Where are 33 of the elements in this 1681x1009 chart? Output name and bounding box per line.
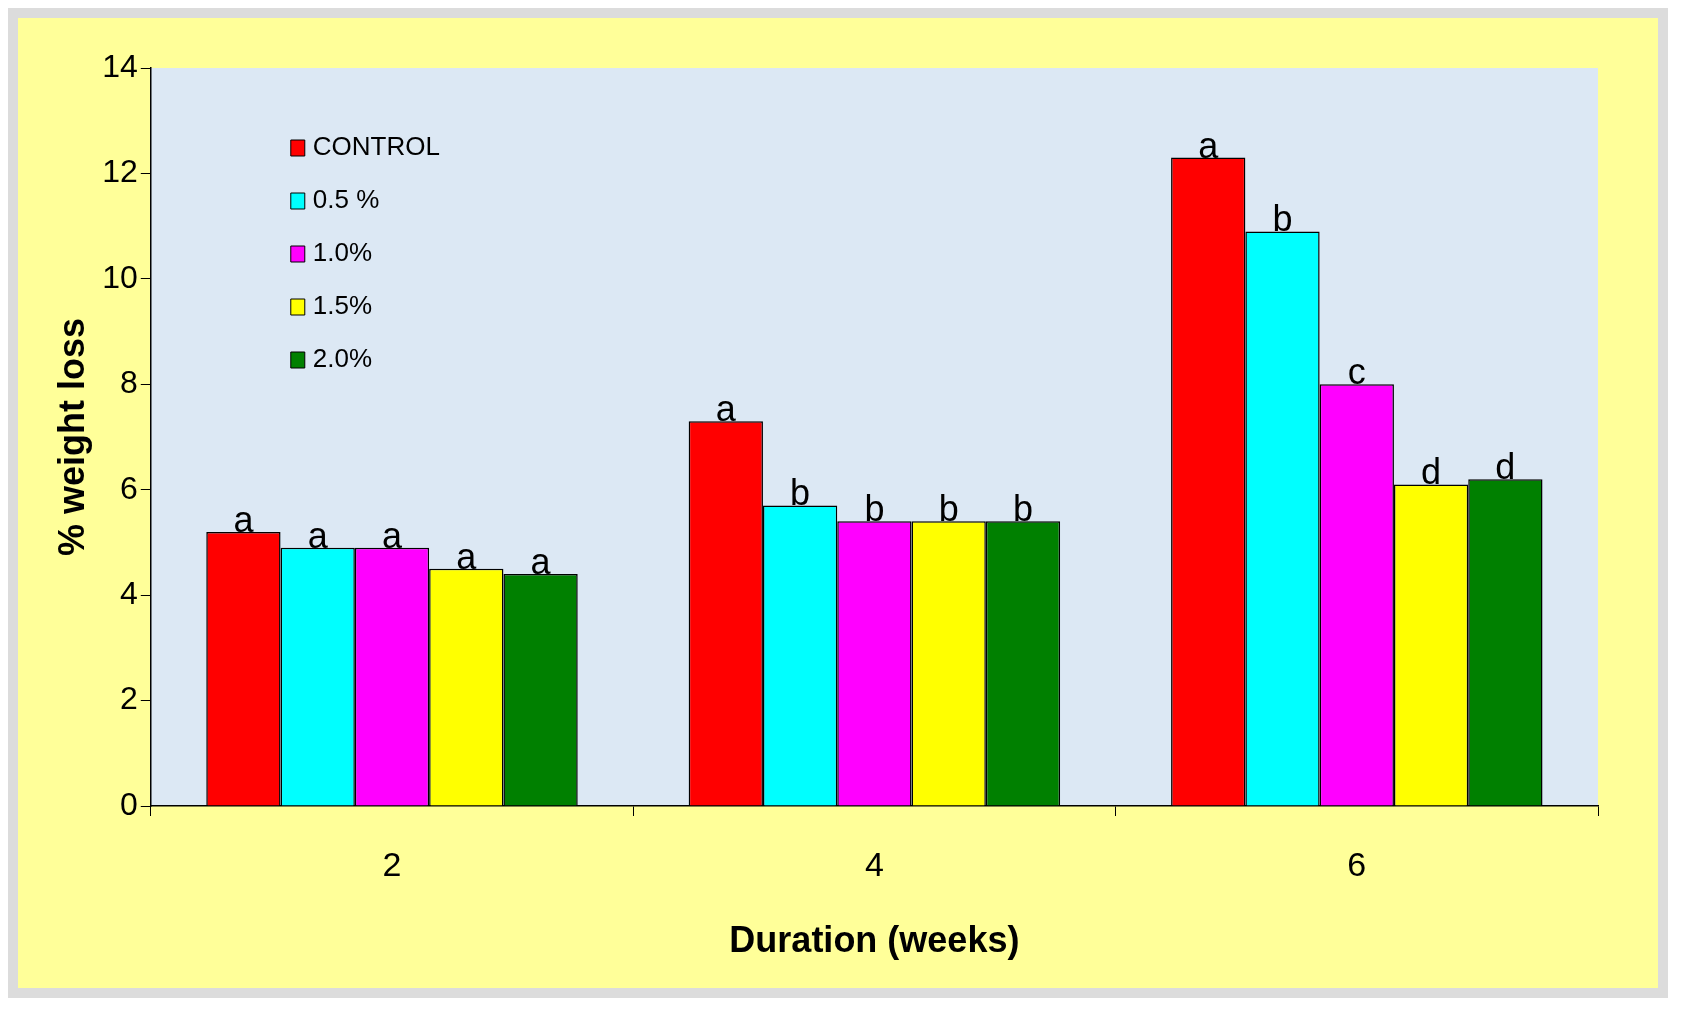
data-label: d [1495, 446, 1516, 488]
data-label: b [864, 488, 885, 530]
y-tick-label: 2 [120, 680, 138, 717]
data-label: b [938, 488, 959, 530]
legend-label: 2.0% [312, 343, 373, 374]
legend-label: 0.5 % [312, 184, 380, 215]
data-label: b [790, 472, 811, 514]
data-label: a [233, 498, 255, 540]
y-tick-label: 12 [102, 153, 138, 190]
y-tick-label: 0 [120, 785, 138, 822]
data-label: d [1421, 451, 1442, 493]
data-label: b [1272, 198, 1293, 240]
y-tick-label: 6 [120, 469, 138, 506]
y-tick-label: 10 [102, 258, 138, 295]
data-label: a [307, 514, 329, 556]
y-tick-label: 4 [120, 574, 138, 611]
legend-label: 1.5% [312, 290, 373, 321]
x-tick-label: 4 [864, 844, 884, 883]
data-label: a [530, 540, 552, 582]
legend-label: CONTROL [312, 131, 440, 162]
x-axis-title: Duration (weeks) [729, 919, 1020, 961]
y-tick-label: 14 [102, 47, 138, 84]
data-label: a [456, 535, 478, 577]
x-tick-label: 2 [382, 844, 402, 883]
y-tick-label: 8 [120, 364, 138, 401]
data-label: a [715, 388, 737, 430]
legend-label: 1.0% [312, 237, 373, 268]
data-label: a [381, 514, 403, 556]
x-tick-label: 6 [1347, 844, 1367, 883]
data-label: a [1198, 124, 1220, 166]
data-label: b [1012, 488, 1033, 530]
y-axis-title: % weight loss [50, 317, 92, 557]
data-label: c [1347, 351, 1366, 393]
